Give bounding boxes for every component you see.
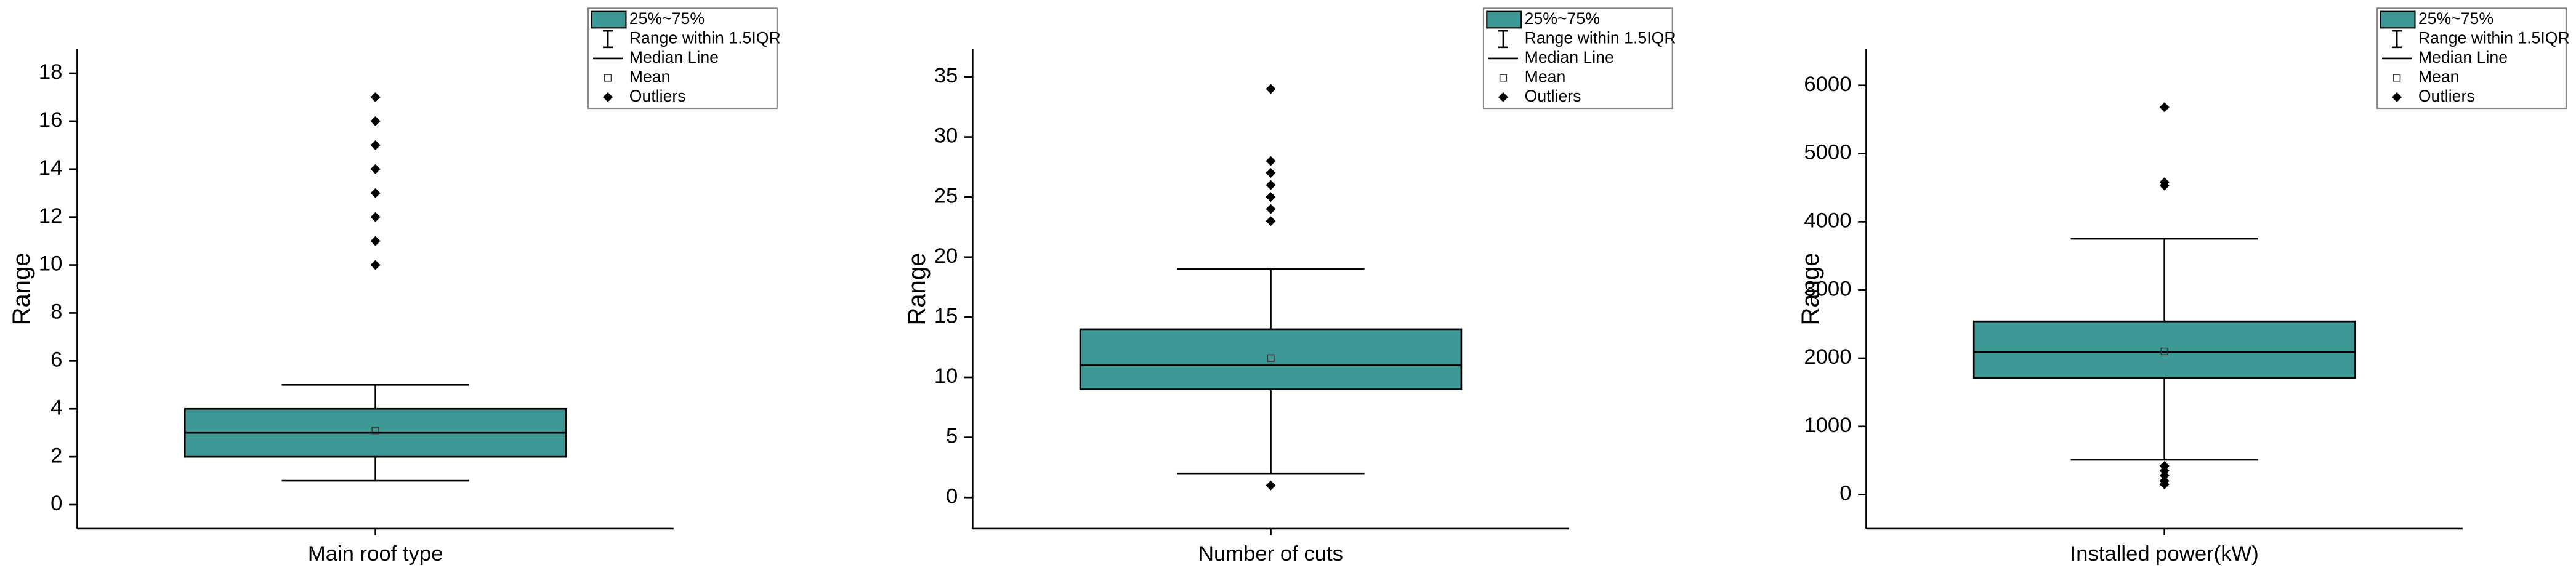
legend-label: Mean [1525, 67, 1566, 86]
legend-label: Range within 1.5IQR [1525, 29, 1676, 47]
legend-label: Range within 1.5IQR [629, 29, 781, 47]
outlier [1266, 180, 1276, 190]
box [1972, 320, 2356, 379]
outlier [2159, 102, 2170, 113]
outlier [1266, 192, 1276, 202]
outlier [1266, 156, 1276, 166]
legend-icon [1499, 74, 1508, 82]
y-tick-label: 2 [50, 444, 62, 467]
outlier [370, 236, 381, 246]
legend-label: Outliers [1525, 87, 1581, 105]
legend-label: Outliers [2418, 87, 2475, 105]
legend-icon [603, 92, 613, 102]
outlier [2159, 177, 2170, 188]
outlier [1266, 216, 1276, 226]
legend-label: Median Line [2418, 48, 2508, 66]
y-tick-label: 0 [50, 492, 62, 515]
outlier [370, 260, 381, 270]
y-tick-label: 25 [934, 184, 958, 207]
x-tick-label: Number of cuts [1198, 542, 1343, 566]
y-tick-label: 15 [934, 305, 958, 328]
legend-label: Mean [2418, 67, 2460, 86]
y-tick-label: 4000 [1804, 209, 1851, 233]
y-tick-label: 0 [1839, 482, 1851, 505]
y-tick-label: 0 [946, 484, 958, 508]
outlier [370, 140, 381, 150]
y-tick-label: 35 [934, 64, 958, 87]
y-tick-label: 30 [934, 124, 958, 148]
outlier [370, 164, 381, 174]
legend-swatch [1486, 10, 1522, 29]
y-tick-label: 1000 [1804, 414, 1851, 437]
x-tick-label: Main roof type [308, 542, 443, 566]
y-axis-label: Range [1797, 253, 1824, 326]
y-axis-label: Range [903, 253, 931, 326]
mean-marker [2160, 347, 2168, 356]
y-tick-label: 2000 [1804, 345, 1851, 369]
y-tick-label: 20 [934, 244, 958, 268]
legend-label: 25%~75% [629, 9, 705, 28]
legend-label: Outliers [629, 87, 686, 105]
y-tick-label: 18 [39, 60, 63, 84]
legend-icon [2392, 92, 2402, 102]
outlier [1266, 480, 1276, 491]
y-tick-label: 6000 [1804, 73, 1851, 96]
y-tick-label: 5 [946, 425, 958, 448]
legend-swatch [591, 10, 627, 29]
y-tick-label: 10 [934, 364, 958, 388]
outlier [1266, 168, 1276, 178]
y-tick-label: 4 [50, 396, 62, 419]
box [1079, 328, 1463, 390]
legend-label: Median Line [629, 48, 719, 66]
y-tick-label: 14 [39, 156, 63, 180]
outlier [1266, 84, 1276, 94]
outlier [370, 92, 381, 102]
y-tick-label: 10 [39, 252, 63, 276]
outlier [2159, 461, 2170, 471]
legend-label: Median Line [1525, 48, 1614, 66]
y-tick-label: 12 [39, 204, 63, 228]
outlier [370, 188, 381, 198]
y-tick-label: 3000 [1804, 277, 1851, 300]
outlier [1266, 204, 1276, 214]
y-tick-label: 5000 [1804, 141, 1851, 164]
x-tick-label: Installed power(kW) [2070, 542, 2259, 566]
outlier [370, 212, 381, 222]
y-tick-label: 8 [50, 300, 62, 324]
mean-marker [1267, 354, 1275, 362]
outlier [370, 116, 381, 126]
legend-icon [2393, 74, 2401, 82]
legend-label: 25%~75% [1525, 9, 1600, 28]
legend-label: Range within 1.5IQR [2418, 29, 2570, 47]
legend-label: Mean [629, 67, 671, 86]
y-tick-label: 16 [39, 108, 63, 132]
mean-marker [371, 427, 379, 435]
legend-label: 25%~75% [2418, 9, 2493, 28]
y-axis-label: Range [8, 253, 35, 326]
legend-icon [1498, 92, 1508, 102]
legend-icon [604, 74, 612, 82]
y-tick-label: 6 [50, 348, 62, 371]
legend-swatch [2380, 10, 2416, 29]
